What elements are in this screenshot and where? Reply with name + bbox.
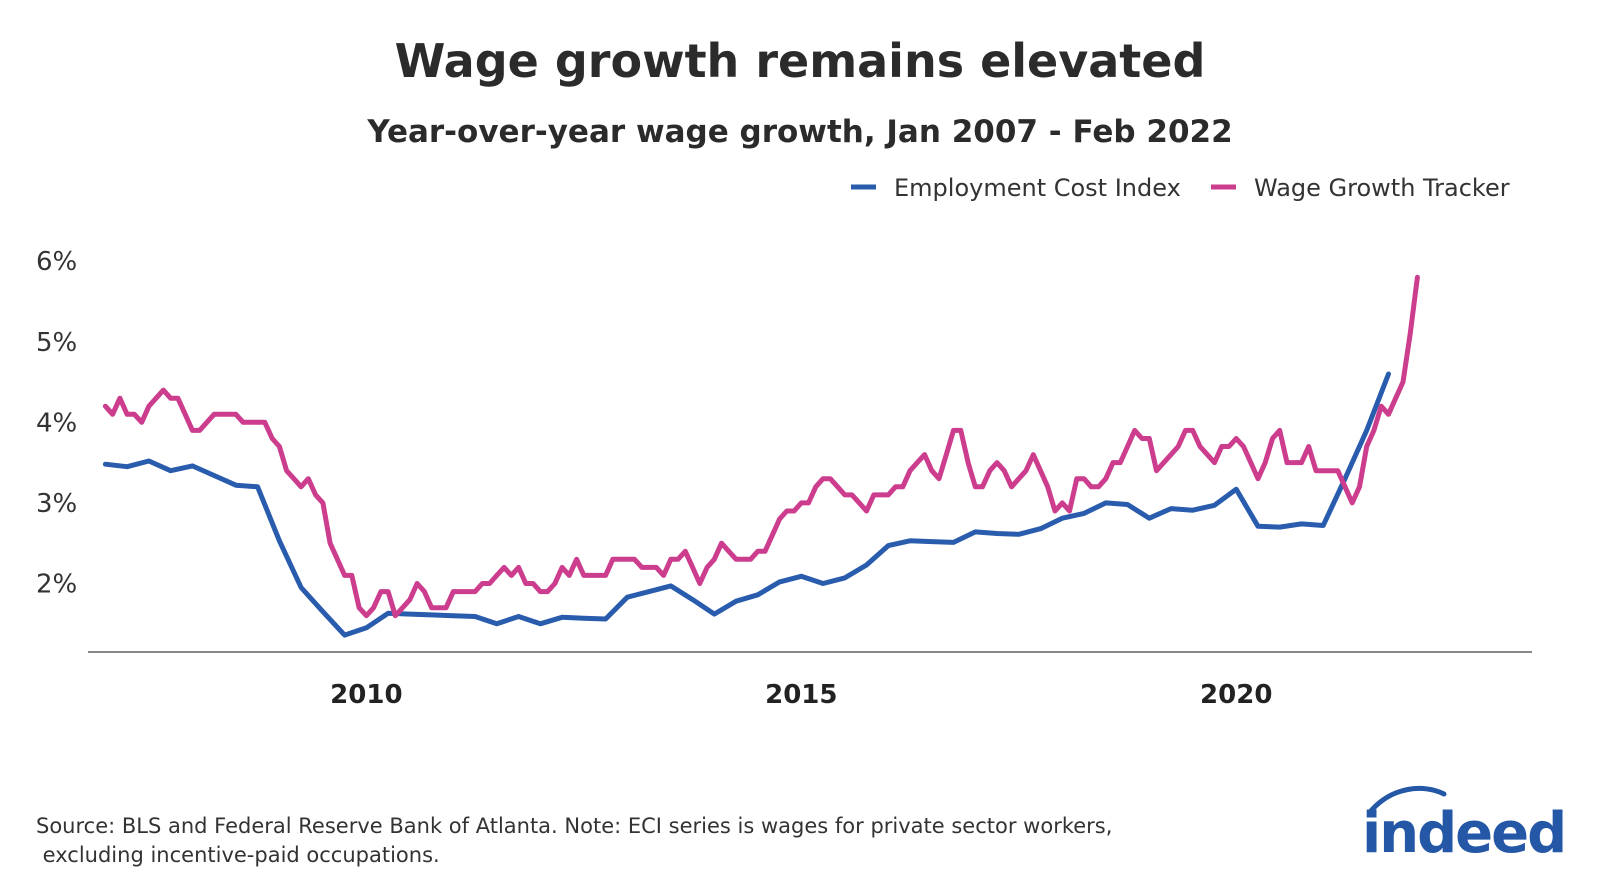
x-tick-label: 2020 — [1200, 680, 1272, 710]
y-tick-label: 4% — [36, 408, 77, 438]
indeed-logo: indeed — [1362, 786, 1567, 860]
y-tick-label: 2% — [36, 570, 77, 600]
chart-title: Wage growth remains elevated — [394, 34, 1206, 88]
source-line-2: excluding incentive-paid occupations. — [36, 843, 440, 867]
logo-wordmark: indeed — [1362, 801, 1565, 860]
x-axis-ticks: 2010 2015 2020 — [330, 680, 1272, 710]
legend-label-eci: Employment Cost Index — [894, 174, 1181, 202]
y-tick-label: 6% — [36, 247, 77, 277]
legend-label-wgt: Wage Growth Tracker — [1254, 174, 1510, 202]
series-line-employment-cost-index — [102, 371, 1391, 638]
y-tick-label: 3% — [36, 489, 77, 519]
chart-subtitle: Year-over-year wage growth, Jan 2007 - F… — [367, 114, 1233, 150]
series-line-wage-growth-tracker — [102, 274, 1420, 619]
x-tick-label: 2015 — [765, 680, 837, 710]
series-group — [102, 274, 1420, 638]
logo-arc — [1367, 786, 1447, 815]
source-note: Source: BLS and Federal Reserve Bank of … — [36, 812, 1112, 870]
legend: Employment Cost Index Wage Growth Tracke… — [851, 174, 1510, 202]
y-axis-ticks: 2% 3% 4% 5% 6% — [36, 247, 77, 599]
y-tick-label: 5% — [36, 328, 77, 358]
x-tick-label: 2010 — [330, 680, 402, 710]
source-line-1: Source: BLS and Federal Reserve Bank of … — [36, 814, 1113, 838]
